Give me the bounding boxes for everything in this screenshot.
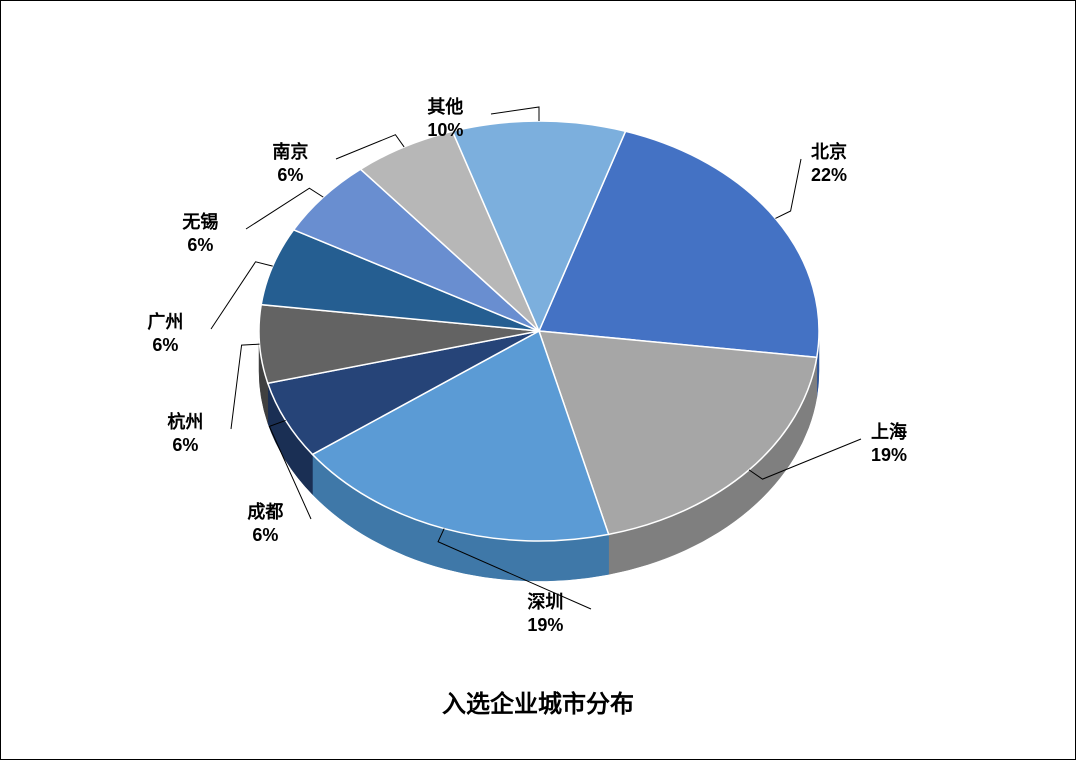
slice-label-percent: 6% bbox=[272, 164, 308, 187]
slice-label-北京: 北京22% bbox=[811, 141, 847, 188]
slice-label-杭州: 杭州6% bbox=[167, 411, 203, 458]
leader-line bbox=[231, 344, 260, 429]
slice-label-percent: 19% bbox=[527, 614, 563, 637]
slice-label-percent: 6% bbox=[167, 434, 203, 457]
slice-label-其他: 其他10% bbox=[427, 96, 463, 143]
slice-label-name: 其他 bbox=[427, 96, 463, 119]
slice-label-深圳: 深圳19% bbox=[527, 591, 563, 638]
slice-label-上海: 上海19% bbox=[871, 421, 907, 468]
slice-label-percent: 22% bbox=[811, 164, 847, 187]
slice-label-name: 广州 bbox=[147, 311, 183, 334]
pie-chart-container: 北京22%上海19%深圳19%成都6%杭州6%广州6%无锡6%南京6%其他10%… bbox=[0, 0, 1076, 760]
slice-label-南京: 南京6% bbox=[272, 141, 308, 188]
slice-label-percent: 6% bbox=[147, 334, 183, 357]
slice-label-name: 成都 bbox=[247, 501, 283, 524]
slice-label-name: 无锡 bbox=[182, 211, 218, 234]
slice-label-name: 杭州 bbox=[167, 411, 203, 434]
slice-label-广州: 广州6% bbox=[147, 311, 183, 358]
slice-label-成都: 成都6% bbox=[247, 501, 283, 548]
slice-label-percent: 10% bbox=[427, 119, 463, 142]
leader-line bbox=[491, 107, 539, 121]
slice-label-name: 上海 bbox=[871, 421, 907, 444]
slice-label-无锡: 无锡6% bbox=[182, 211, 218, 258]
slice-label-name: 北京 bbox=[811, 141, 847, 164]
slice-label-percent: 6% bbox=[182, 234, 218, 257]
leader-line bbox=[775, 159, 801, 218]
pie-chart-svg bbox=[1, 1, 1076, 760]
slice-label-percent: 19% bbox=[871, 444, 907, 467]
chart-title: 入选企业城市分布 bbox=[1, 684, 1075, 719]
slice-label-name: 南京 bbox=[272, 141, 308, 164]
slice-label-percent: 6% bbox=[247, 524, 283, 547]
slice-label-name: 深圳 bbox=[527, 591, 563, 614]
